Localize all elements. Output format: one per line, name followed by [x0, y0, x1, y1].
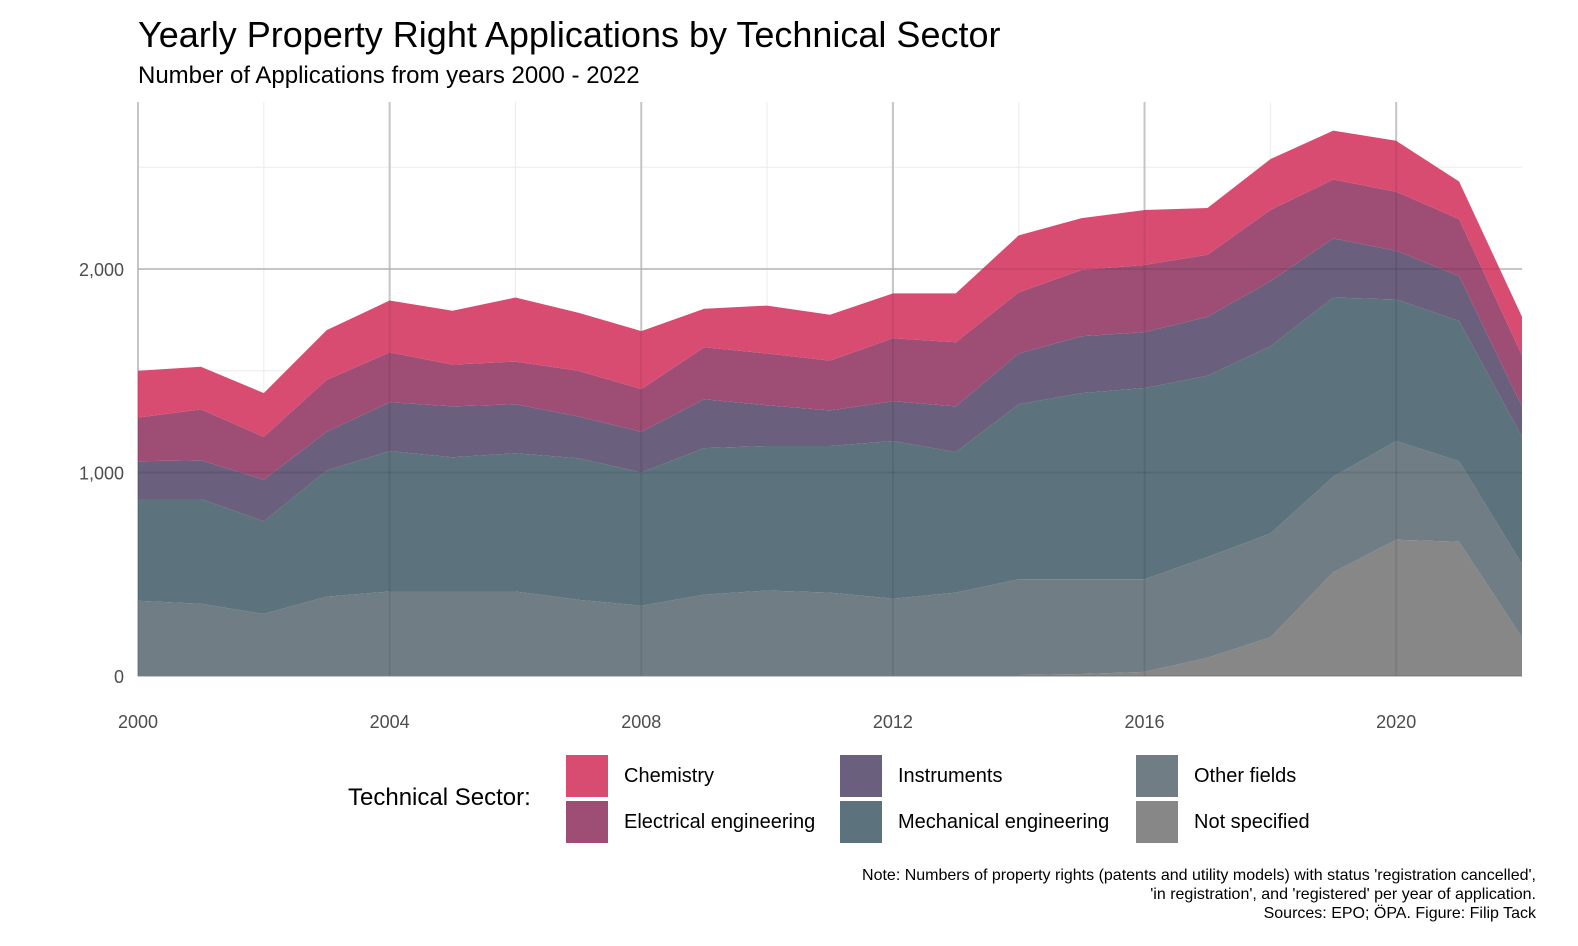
- legend-label: Electrical engineering: [624, 810, 816, 833]
- legend-label: Other fields: [1194, 764, 1297, 787]
- legend-item-other-fields: Other fields: [1136, 754, 1296, 798]
- x-tick-label: 2004: [370, 712, 410, 732]
- legend-label: Not specified: [1194, 810, 1310, 833]
- note-line-2: 'in registration', and 'registered' per …: [1150, 886, 1536, 903]
- stacked-areas: [137, 102, 1522, 677]
- note-line-1: Note: Numbers of property rights (patent…: [862, 867, 1536, 884]
- legend-item-mechanical-engineering: Mechanical engineering: [840, 800, 1109, 844]
- chart-subtitle: Number of Applications from years 2000 -…: [138, 62, 640, 89]
- legend-label: Chemistry: [624, 764, 715, 787]
- legend-swatch: [1136, 755, 1178, 797]
- legend-title: Technical Sector:: [348, 784, 531, 811]
- legend-swatch: [840, 801, 882, 843]
- x-tick-label: 2020: [1376, 712, 1416, 732]
- y-tick-label: 1,000: [79, 464, 124, 484]
- area-instruments: [138, 238, 1522, 522]
- x-tick-label: 2000: [118, 712, 158, 732]
- area-chemistry: [138, 130, 1522, 437]
- legend-item-not-specified: Not specified: [1136, 800, 1310, 844]
- x-axis-ticks: 2000 2004 2008 2012 2016 2020: [118, 712, 1416, 732]
- area-electrical-engineering: [138, 179, 1522, 480]
- area-other-fields: [138, 441, 1522, 675]
- legend-swatch: [566, 801, 608, 843]
- legend-item-chemistry: Chemistry: [566, 754, 714, 798]
- note-line-3: Sources: EPO; ÖPA. Figure: Filip Tack: [1263, 905, 1536, 922]
- y-axis-ticks: 0 1,000 2,000: [79, 260, 124, 687]
- legend-label: Mechanical engineering: [898, 810, 1110, 833]
- area-not-specified: [138, 539, 1522, 676]
- x-tick-label: 2012: [873, 712, 913, 732]
- y-tick-label: 2,000: [79, 260, 124, 280]
- chart-title: Yearly Property Right Applications by Te…: [138, 14, 1001, 55]
- area-mechanical-engineering: [138, 297, 1522, 614]
- y-tick-label: 0: [114, 667, 124, 687]
- x-tick-label: 2008: [621, 712, 661, 732]
- legend-label: Instruments: [898, 764, 1003, 787]
- legend-swatch: [566, 755, 608, 797]
- legend-swatch: [840, 755, 882, 797]
- x-tick-label: 2016: [1125, 712, 1165, 732]
- legend-item-electrical-engineering: Electrical engineering: [566, 800, 815, 844]
- legend-item-instruments: Instruments: [840, 754, 1002, 798]
- legend-swatch: [1136, 801, 1178, 843]
- chart-note: Note: Numbers of property rights (patent…: [862, 866, 1536, 923]
